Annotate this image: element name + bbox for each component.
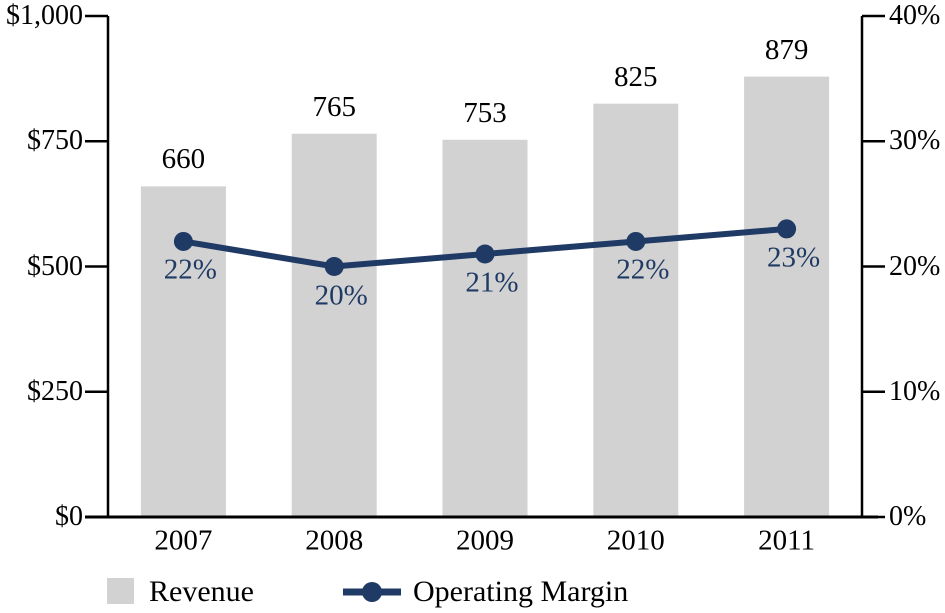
operating-margin-legend-marker xyxy=(343,582,401,602)
right-axis-label-4: 40% xyxy=(889,0,941,31)
revenue-value-label-2009: 753 xyxy=(463,96,507,129)
revenue-value-label-2007: 660 xyxy=(161,143,206,176)
operating-margin-point-2011 xyxy=(777,219,797,239)
margin-value-label-2011: 23% xyxy=(767,241,821,274)
operating-margin-point-2008 xyxy=(324,257,344,276)
right-axis-label-2: 20% xyxy=(889,250,941,282)
left-axis-label-3: $750 xyxy=(27,125,83,157)
revenue-bar-2010 xyxy=(593,103,679,518)
operating-margin-point-2007 xyxy=(173,231,193,251)
margin-value-label-2009: 21% xyxy=(465,266,519,299)
operating-margin-point-2009 xyxy=(475,244,495,264)
operating-margin-point-2010 xyxy=(626,231,646,251)
revenue-value-label-2010: 825 xyxy=(614,60,658,93)
right-axis-label-3: 30% xyxy=(889,125,941,157)
revenue-legend-label: Revenue xyxy=(149,575,254,608)
revenue-bar-2008 xyxy=(291,133,377,518)
margin-value-label-2008: 20% xyxy=(314,279,368,311)
revenue-bar-2009 xyxy=(442,139,528,517)
x-axis-label-2007: 2007 xyxy=(154,524,213,557)
revenue-bar-2011 xyxy=(744,76,830,517)
left-axis-label-1: $250 xyxy=(27,375,83,407)
revenue-value-label-2011: 879 xyxy=(764,33,809,66)
x-axis-label-2011: 2011 xyxy=(758,524,816,557)
x-axis-label-2010: 2010 xyxy=(606,524,665,557)
x-axis-label-2009: 2009 xyxy=(456,524,514,557)
revenue-legend-swatch xyxy=(107,578,134,604)
revenue-value-label-2008: 765 xyxy=(312,90,356,123)
right-axis-label-1: 10% xyxy=(889,375,941,407)
margin-value-label-2007: 22% xyxy=(163,253,217,286)
left-axis-label-2: $500 xyxy=(27,250,83,282)
left-axis-label-4: $1,000 xyxy=(6,0,83,31)
right-axis-label-0: 0% xyxy=(889,501,927,532)
operating-margin-legend-label: Operating Margin xyxy=(413,575,629,608)
margin-value-label-2010: 22% xyxy=(616,253,670,286)
x-axis-label-2008: 2008 xyxy=(305,524,364,557)
left-axis-label-0: $0 xyxy=(55,501,83,532)
